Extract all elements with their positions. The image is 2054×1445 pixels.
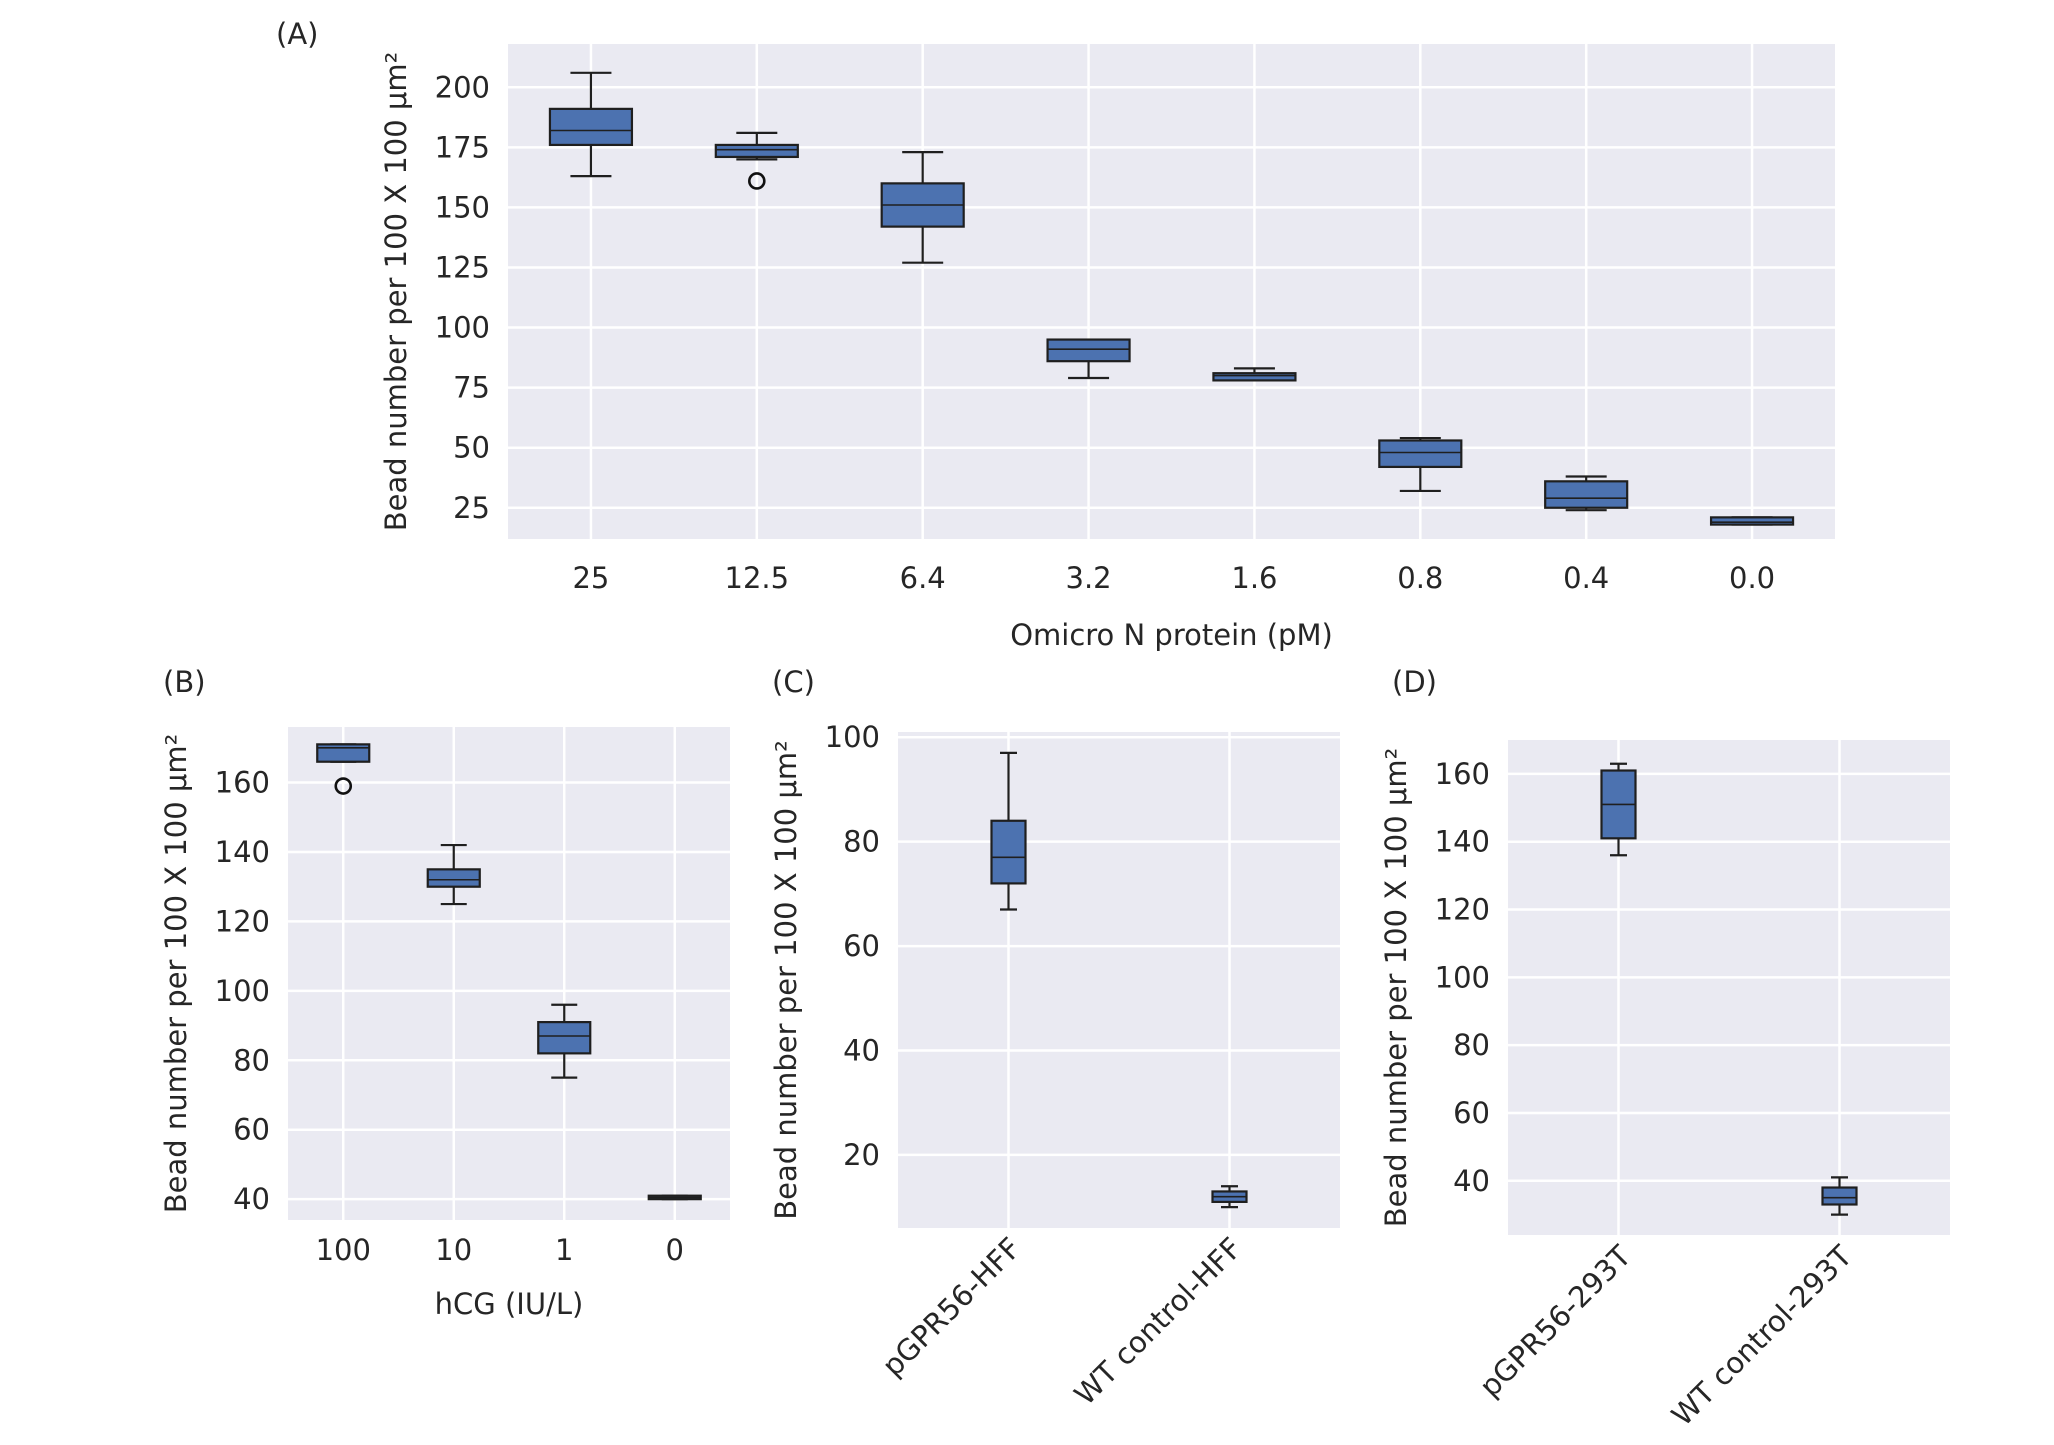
box-c-1 (1211, 1185, 1248, 1209)
x-axis-label: hCG (IU/L) (435, 1287, 584, 1321)
iqr-box (1821, 1186, 1858, 1206)
iqr-box (1709, 516, 1795, 526)
box-d-1 (1821, 1176, 1858, 1216)
box-b-1 (426, 843, 481, 906)
iqr-box (990, 819, 1027, 885)
y-tick-label: 20 (843, 1138, 880, 1172)
y-axis-label: Bead number per 100 X 100 μm² (379, 52, 413, 531)
x-tick-label: pGPR56-HFF (875, 1231, 1027, 1383)
y-tick-label: 200 (435, 70, 490, 104)
y-tick-label: 140 (215, 835, 270, 869)
iqr-box (548, 107, 634, 147)
box-a-5 (1378, 436, 1463, 493)
y-axis-label: Bead number per 100 X 100 μm² (159, 734, 193, 1213)
y-tick-label: 80 (843, 825, 880, 859)
iqr-box (1212, 372, 1297, 382)
x-tick-label: 100 (316, 1233, 371, 1267)
iqr-box (714, 143, 799, 159)
x-tick-label: 0 (666, 1233, 684, 1267)
y-tick-label: 75 (453, 371, 490, 405)
outlier-point (748, 172, 766, 190)
box-b-0 (316, 743, 371, 795)
y-tick-label: 160 (215, 766, 270, 800)
box-c-0 (990, 751, 1027, 911)
y-tick-label: 140 (1435, 825, 1490, 859)
y-tick-label: 50 (453, 431, 490, 465)
box-b-2 (537, 1003, 592, 1079)
x-tick-label: 25 (572, 561, 609, 595)
panel-d: 40 60 80 100 120 140 160 pGPR56-293T WT control-… (1379, 665, 1950, 1432)
y-tick-label: 40 (233, 1182, 270, 1216)
x-tick-label: 0.8 (1397, 561, 1443, 595)
x-tick-label: 1 (555, 1233, 573, 1267)
box-a-1 (714, 131, 799, 190)
y-tick-label: 125 (435, 250, 490, 284)
box-a-3 (1046, 338, 1131, 380)
y-axis-label: Bead number per 100 X 100 μm² (769, 740, 803, 1219)
y-tick-label: 100 (435, 311, 490, 345)
x-tick-label: 1.6 (1231, 561, 1277, 595)
panel-label: (A) (276, 17, 318, 51)
y-tick-label: 60 (1453, 1096, 1490, 1130)
box-a-4 (1212, 367, 1297, 382)
panel-label: (C) (772, 665, 815, 699)
y-tick-label: 120 (215, 904, 270, 938)
x-tick-label: pGPR56-293T (1473, 1239, 1638, 1404)
outlier-point (334, 777, 353, 795)
x-axis-label: Omicro N protein (pM) (1010, 618, 1333, 652)
x-tick-label: 0.0 (1729, 561, 1775, 595)
plot-area (1508, 740, 1950, 1235)
panel-label: (D) (1392, 665, 1437, 699)
y-tick-label: 160 (1435, 757, 1490, 791)
iqr-box (537, 1021, 592, 1055)
x-tick-label: 6.4 (900, 561, 946, 595)
x-tick-label: 0.4 (1563, 561, 1609, 595)
panel-label: (B) (163, 665, 206, 699)
y-tick-label: 100 (1435, 960, 1490, 994)
y-tick-label: 40 (1453, 1164, 1490, 1198)
iqr-box (426, 868, 481, 888)
x-tick-label: 3.2 (1066, 561, 1112, 595)
box-a-7 (1709, 516, 1795, 526)
x-tick-label: WT control-293T (1665, 1239, 1859, 1433)
iqr-box (316, 743, 371, 763)
y-tick-label: 175 (435, 130, 490, 164)
plot-area (508, 44, 1835, 539)
y-tick-label: 120 (1435, 893, 1490, 927)
y-tick-label: 25 (453, 491, 490, 525)
box-a-2 (880, 151, 965, 264)
panel-a: 25 50 75 100 125 150 175 200 25 12.5 6.4 3.2 1.6 0.8 0… (276, 17, 1835, 652)
y-tick-label: 150 (435, 190, 490, 224)
y-tick-label: 80 (233, 1043, 270, 1077)
x-tick-label: 10 (435, 1233, 472, 1267)
y-tick-label: 60 (233, 1113, 270, 1147)
iqr-box (1046, 338, 1131, 363)
y-axis-label: Bead number per 100 X 100 μm² (1379, 748, 1413, 1227)
iqr-box (1378, 439, 1463, 469)
box-d-0 (1600, 762, 1637, 857)
box-b-3 (647, 1194, 702, 1201)
x-tick-label: 12.5 (725, 561, 790, 595)
y-tick-label: 60 (843, 929, 880, 963)
y-tick-label: 100 (215, 974, 270, 1008)
plot-area (898, 732, 1340, 1228)
box-a-6 (1544, 475, 1629, 512)
plot-area (288, 727, 730, 1220)
x-tick-label: WT control-HFF (1068, 1231, 1249, 1412)
panel-c: 20 40 60 80 100 pGPR56-HFF WT control-HFF Bead … (769, 665, 1340, 1412)
y-tick-label: 100 (825, 720, 880, 754)
iqr-box (1544, 480, 1629, 509)
y-tick-label: 80 (1453, 1028, 1490, 1062)
y-tick-label: 40 (843, 1033, 880, 1067)
box-a-0 (548, 71, 634, 178)
